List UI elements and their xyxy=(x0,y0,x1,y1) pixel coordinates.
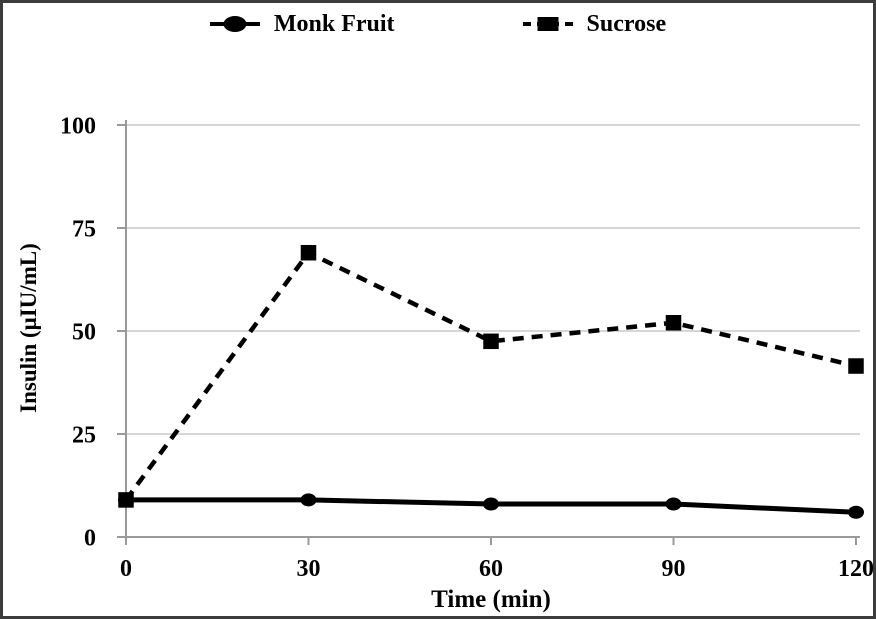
plot-area: 0 25 50 75 100 0 30 60 90 120 xyxy=(60,114,874,583)
x-tick-label-30: 30 xyxy=(297,556,321,582)
marker-sucrose-30 xyxy=(300,244,317,261)
x-tick-label-60: 60 xyxy=(479,556,503,582)
y-tick-label-25: 25 xyxy=(72,423,96,449)
marker-monk-fruit-120 xyxy=(848,505,864,519)
marker-sucrose-90 xyxy=(665,315,682,331)
marker-sucrose-60 xyxy=(483,333,499,350)
marker-sucrose-0 xyxy=(118,492,134,508)
chart-legend: Monk Fruit Sucrose xyxy=(3,7,873,41)
legend-item-sucrose: Sucrose xyxy=(522,10,667,38)
legend-marker-shape xyxy=(223,16,247,32)
y-tick-label-50: 50 xyxy=(72,320,96,346)
marker-sucrose-120 xyxy=(848,358,864,374)
x-tick-label-90: 90 xyxy=(662,556,686,582)
marker-monk-fruit-90 xyxy=(665,497,682,511)
y-tick-label-75: 75 xyxy=(72,217,96,243)
series-line-sucrose xyxy=(124,249,857,502)
y-tick-label-0: 0 xyxy=(84,526,96,552)
legend-item-monk-fruit: Monk Fruit xyxy=(209,10,395,38)
marker-monk-fruit-30 xyxy=(300,493,317,507)
legend-marker-shape xyxy=(537,17,559,31)
legend-label-sucrose: Sucrose xyxy=(586,10,667,37)
x-tick-label-120: 120 xyxy=(838,556,874,582)
legend-label-monk-fruit: Monk Fruit xyxy=(273,10,395,37)
y-tick-label-100: 100 xyxy=(60,114,96,140)
x-axis-title: Time (min) xyxy=(431,586,551,613)
x-tick-label-0: 0 xyxy=(120,556,132,582)
sucrose-line-square-marker-icon xyxy=(522,17,573,31)
marker-monk-fruit-60 xyxy=(483,497,499,511)
monk-fruit-line-circle-marker-icon xyxy=(209,16,260,32)
